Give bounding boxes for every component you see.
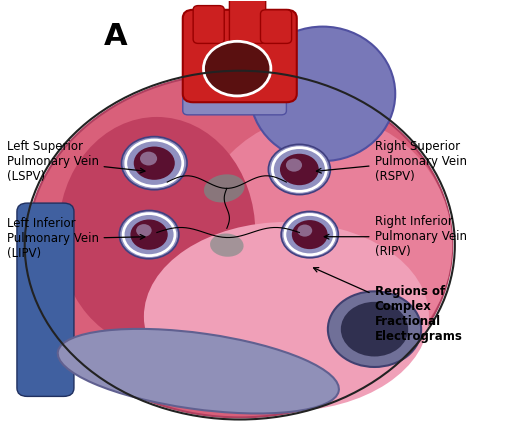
Circle shape [121,137,187,190]
Text: Right Superior
Pulmonary Vein
(RSPV): Right Superior Pulmonary Vein (RSPV) [316,140,466,183]
Circle shape [119,211,179,259]
Circle shape [341,302,408,357]
Text: Regions of
Complex
Fractional
Electrograms: Regions of Complex Fractional Electrogra… [314,268,462,343]
FancyBboxPatch shape [229,0,266,44]
Circle shape [292,220,328,249]
Circle shape [204,41,271,96]
Circle shape [281,212,338,258]
Circle shape [134,146,175,180]
Ellipse shape [27,73,452,418]
Ellipse shape [204,174,244,203]
Circle shape [280,154,319,185]
Ellipse shape [144,222,429,411]
Ellipse shape [250,27,395,161]
FancyBboxPatch shape [183,56,287,115]
FancyBboxPatch shape [260,10,292,44]
Circle shape [286,159,302,172]
Ellipse shape [58,117,255,348]
Circle shape [140,151,157,165]
Circle shape [297,225,312,236]
Circle shape [328,291,421,367]
Text: A: A [104,22,127,52]
Ellipse shape [193,115,452,375]
Text: Left Superior
Pulmonary Vein
(LSPV): Left Superior Pulmonary Vein (LSPV) [7,140,145,183]
Circle shape [136,224,152,237]
Ellipse shape [58,329,339,414]
FancyBboxPatch shape [183,10,297,102]
Text: Right Inferior
Pulmonary Vein
(RIPV): Right Inferior Pulmonary Vein (RIPV) [324,215,466,258]
FancyBboxPatch shape [17,203,74,396]
Text: Left Inferior
Pulmonary Vein
(LIPV): Left Inferior Pulmonary Vein (LIPV) [7,217,145,260]
FancyBboxPatch shape [193,5,224,44]
Circle shape [268,144,330,195]
Circle shape [130,220,168,250]
Ellipse shape [210,233,244,257]
